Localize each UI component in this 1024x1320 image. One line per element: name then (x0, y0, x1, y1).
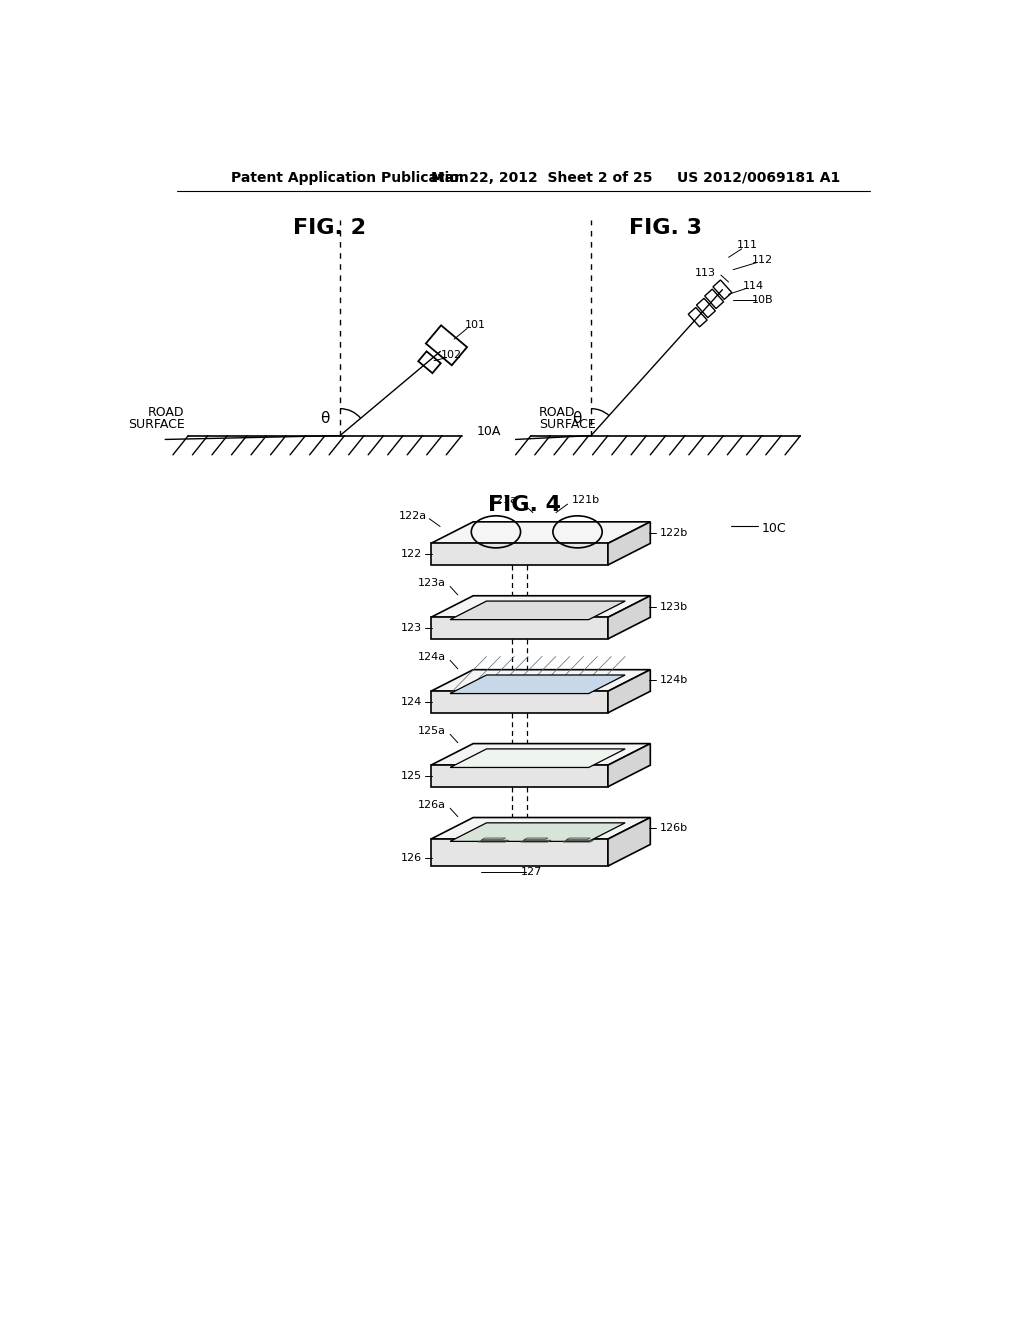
Text: 125a: 125a (418, 726, 446, 737)
Text: 126b: 126b (659, 824, 688, 833)
Polygon shape (608, 743, 650, 787)
Text: 112: 112 (752, 256, 773, 265)
Polygon shape (451, 675, 626, 693)
Text: SURFACE: SURFACE (128, 417, 184, 430)
Polygon shape (431, 743, 650, 766)
Text: 121a: 121a (489, 495, 517, 506)
Text: FIG. 4: FIG. 4 (488, 495, 561, 515)
Text: θ: θ (319, 411, 330, 426)
Text: 123a: 123a (418, 578, 446, 589)
Text: 123b: 123b (659, 602, 688, 611)
Text: Mar. 22, 2012  Sheet 2 of 25: Mar. 22, 2012 Sheet 2 of 25 (431, 170, 652, 185)
Text: θ: θ (572, 411, 582, 426)
Text: 126a: 126a (418, 800, 446, 810)
Text: ROAD: ROAD (147, 407, 184, 418)
Text: 126: 126 (400, 853, 422, 863)
Polygon shape (431, 840, 608, 866)
Polygon shape (608, 595, 650, 639)
Text: 113: 113 (695, 268, 716, 277)
Polygon shape (481, 838, 506, 840)
Text: Patent Application Publication: Patent Application Publication (230, 170, 468, 185)
Polygon shape (451, 748, 626, 767)
Polygon shape (524, 838, 548, 840)
Text: 127: 127 (520, 867, 542, 878)
Text: 102: 102 (441, 350, 463, 360)
Text: US 2012/0069181 A1: US 2012/0069181 A1 (677, 170, 841, 185)
Polygon shape (431, 692, 608, 713)
Text: SURFACE: SURFACE (539, 417, 595, 430)
Text: FIG. 2: FIG. 2 (293, 218, 366, 238)
Text: 124b: 124b (659, 676, 688, 685)
Text: 10C: 10C (762, 521, 786, 535)
Text: 10A: 10A (477, 425, 502, 438)
Polygon shape (451, 601, 626, 619)
Text: 124a: 124a (418, 652, 446, 663)
Text: 125: 125 (400, 771, 422, 781)
Polygon shape (566, 838, 590, 840)
Text: 111: 111 (736, 240, 758, 249)
Polygon shape (608, 521, 650, 565)
Text: 101: 101 (465, 319, 485, 330)
Polygon shape (608, 669, 650, 713)
Polygon shape (431, 817, 650, 840)
Polygon shape (431, 595, 650, 618)
Polygon shape (431, 544, 608, 565)
Text: 122b: 122b (659, 528, 688, 537)
Text: ROAD: ROAD (539, 407, 575, 418)
Text: 122: 122 (400, 549, 422, 560)
Polygon shape (451, 822, 626, 841)
Polygon shape (431, 766, 608, 787)
Text: 124: 124 (400, 697, 422, 708)
Polygon shape (431, 669, 650, 692)
Text: 123: 123 (400, 623, 422, 634)
Text: 122a: 122a (399, 511, 427, 520)
Text: 114: 114 (742, 281, 764, 290)
Polygon shape (431, 618, 608, 639)
Text: FIG. 3: FIG. 3 (629, 218, 702, 238)
Polygon shape (608, 817, 650, 866)
Text: 10B: 10B (752, 296, 773, 305)
Polygon shape (431, 521, 650, 544)
Text: 121b: 121b (571, 495, 599, 506)
